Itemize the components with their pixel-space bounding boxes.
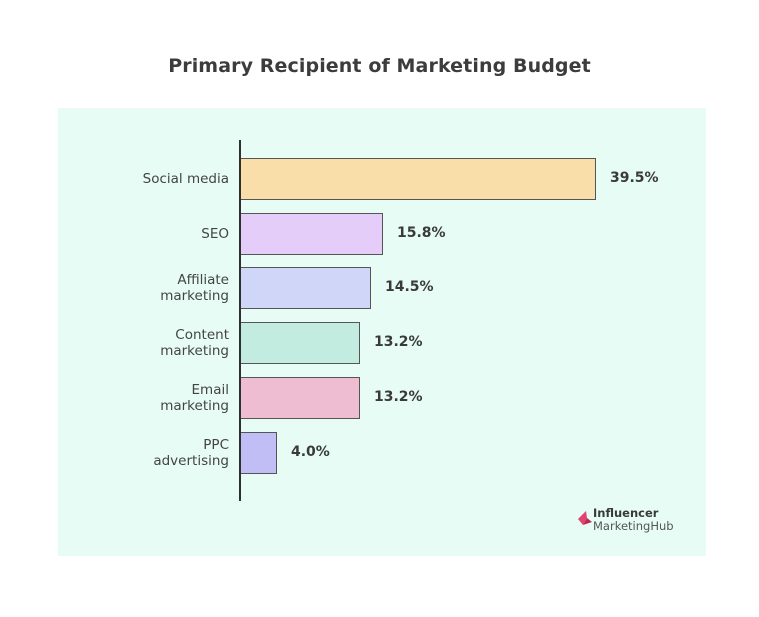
category-label-line: marketing <box>160 398 229 414</box>
logo-mark-icon <box>578 511 592 525</box>
category-label: Content marketing <box>109 327 229 359</box>
bar-email-marketing <box>241 377 360 419</box>
category-label-line: marketing <box>160 288 229 304</box>
value-label: 39.5% <box>610 170 659 186</box>
category-label: Email marketing <box>109 382 229 414</box>
value-label: 4.0% <box>291 444 330 460</box>
y-axis-line <box>239 140 241 501</box>
category-label-line: Affiliate <box>177 272 229 288</box>
category-label-line: Social media <box>142 171 229 187</box>
category-label: Affiliate marketing <box>109 272 229 304</box>
value-label: 13.2% <box>374 389 423 405</box>
bar-content-marketing <box>241 322 360 364</box>
chart-title: Primary Recipient of Marketing Budget <box>168 55 591 77</box>
category-label-line: marketing <box>160 343 229 359</box>
influencer-marketing-hub-logo: Influencer MarketingHub <box>577 506 697 533</box>
category-label-line: Email <box>191 382 229 398</box>
category-label-line: advertising <box>153 453 229 469</box>
value-label: 13.2% <box>374 334 423 350</box>
value-label: 15.8% <box>397 225 446 241</box>
logo-text-influencer: Influencer <box>593 506 659 520</box>
bar-social-media <box>241 158 596 200</box>
category-label-line: PPC <box>203 437 229 453</box>
category-label: SEO <box>109 226 229 242</box>
category-label-line: Content <box>175 327 229 343</box>
value-label: 14.5% <box>385 279 434 295</box>
category-label: Social media <box>109 171 229 187</box>
bar-ppc-advertising <box>241 432 277 474</box>
category-label: PPC advertising <box>109 437 229 469</box>
logo-text-marketinghub: MarketingHub <box>593 519 674 533</box>
category-label-line: SEO <box>201 226 229 242</box>
bar-affiliate-marketing <box>241 267 371 309</box>
bar-seo <box>241 213 383 255</box>
